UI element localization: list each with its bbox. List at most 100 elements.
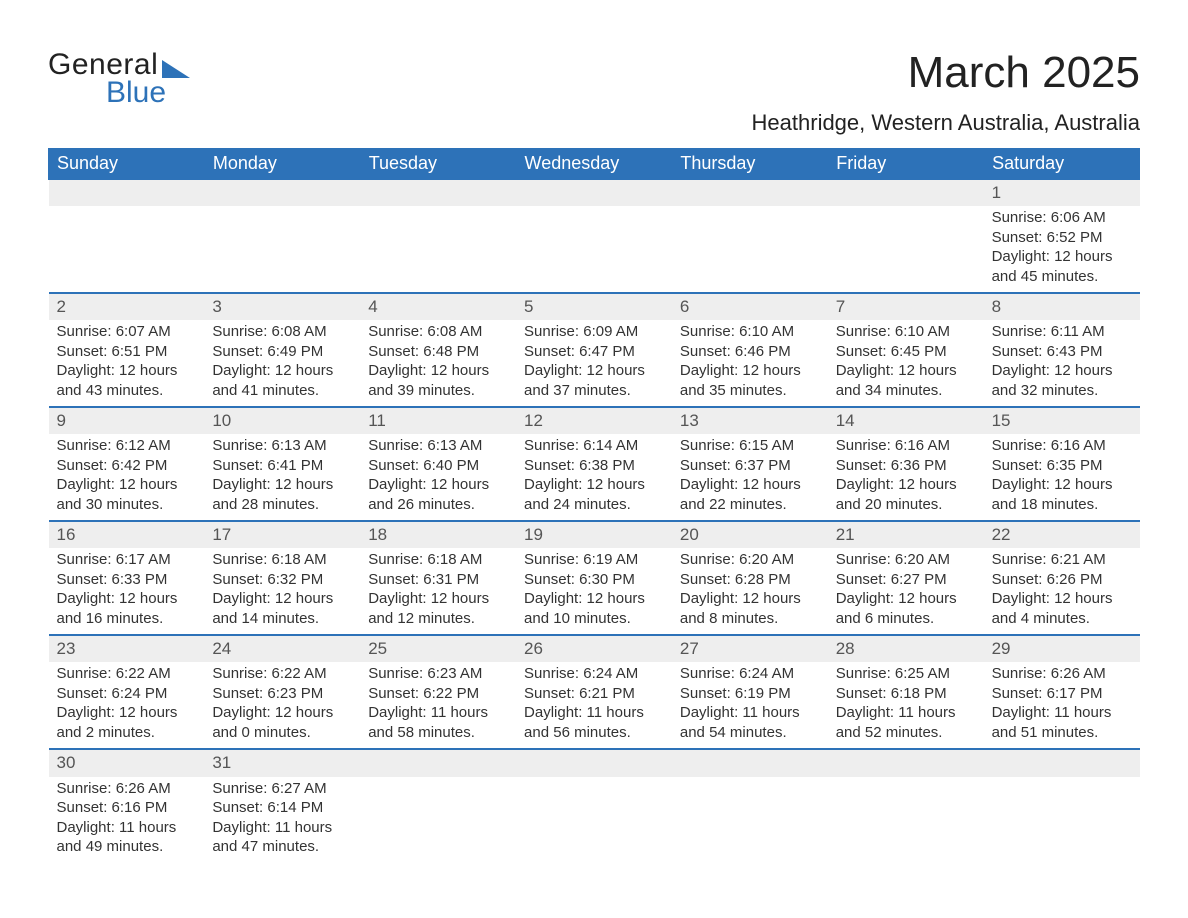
- daylight-text-1: Daylight: 11 hours: [992, 703, 1132, 723]
- sunset-text: Sunset: 6:21 PM: [524, 684, 664, 704]
- sunset-text: Sunset: 6:47 PM: [524, 342, 664, 362]
- day-data-cell: Sunrise: 6:22 AMSunset: 6:23 PMDaylight:…: [204, 662, 360, 749]
- sunrise-text: Sunrise: 6:08 AM: [212, 322, 352, 342]
- sunset-text: Sunset: 6:49 PM: [212, 342, 352, 362]
- day-number-cell: 15: [984, 407, 1140, 434]
- sunrise-text: Sunrise: 6:22 AM: [57, 664, 197, 684]
- sunrise-text: Sunrise: 6:09 AM: [524, 322, 664, 342]
- sunrise-text: Sunrise: 6:21 AM: [992, 550, 1132, 570]
- month-title: March 2025: [752, 48, 1140, 98]
- day-number-cell: 18: [360, 521, 516, 548]
- daylight-text-2: and 39 minutes.: [368, 381, 508, 401]
- daylight-text-2: and 28 minutes.: [212, 495, 352, 515]
- day-data-cell: [49, 206, 205, 293]
- day-number-cell: 12: [516, 407, 672, 434]
- sunset-text: Sunset: 6:14 PM: [212, 798, 352, 818]
- day-number-cell: 16: [49, 521, 205, 548]
- day-data-cell: Sunrise: 6:24 AMSunset: 6:21 PMDaylight:…: [516, 662, 672, 749]
- day-data-cell: Sunrise: 6:26 AMSunset: 6:16 PMDaylight:…: [49, 777, 205, 863]
- day-data-cell: Sunrise: 6:08 AMSunset: 6:48 PMDaylight:…: [360, 320, 516, 407]
- day-header: Tuesday: [360, 149, 516, 180]
- day-data-cell: [360, 206, 516, 293]
- daylight-text-2: and 18 minutes.: [992, 495, 1132, 515]
- day-header: Thursday: [672, 149, 828, 180]
- day-data-cell: [828, 777, 984, 863]
- day-data-row: Sunrise: 6:26 AMSunset: 6:16 PMDaylight:…: [49, 777, 1140, 863]
- sunset-text: Sunset: 6:24 PM: [57, 684, 197, 704]
- day-number-cell: [360, 179, 516, 206]
- sunset-text: Sunset: 6:16 PM: [57, 798, 197, 818]
- day-data-cell: Sunrise: 6:26 AMSunset: 6:17 PMDaylight:…: [984, 662, 1140, 749]
- day-number-cell: 20: [672, 521, 828, 548]
- sunset-text: Sunset: 6:22 PM: [368, 684, 508, 704]
- header: General Blue March 2025 Heathridge, West…: [48, 48, 1140, 136]
- daynum-row: 2345678: [49, 293, 1140, 320]
- daylight-text-1: Daylight: 12 hours: [368, 361, 508, 381]
- daynum-row: 3031: [49, 749, 1140, 776]
- sunset-text: Sunset: 6:19 PM: [680, 684, 820, 704]
- daylight-text-1: Daylight: 12 hours: [57, 361, 197, 381]
- sunrise-text: Sunrise: 6:20 AM: [680, 550, 820, 570]
- day-data-cell: Sunrise: 6:17 AMSunset: 6:33 PMDaylight:…: [49, 548, 205, 635]
- day-number-cell: [204, 179, 360, 206]
- day-data-cell: Sunrise: 6:09 AMSunset: 6:47 PMDaylight:…: [516, 320, 672, 407]
- daylight-text-1: Daylight: 11 hours: [212, 818, 352, 838]
- location: Heathridge, Western Australia, Australia: [752, 110, 1140, 136]
- day-data-cell: Sunrise: 6:06 AMSunset: 6:52 PMDaylight:…: [984, 206, 1140, 293]
- day-number-cell: 2: [49, 293, 205, 320]
- day-data-row: Sunrise: 6:22 AMSunset: 6:24 PM Daylight:…: [49, 662, 1140, 749]
- day-number-cell: [672, 749, 828, 776]
- daylight-text-2: and 24 minutes.: [524, 495, 664, 515]
- day-number-cell: [828, 749, 984, 776]
- day-number-cell: 17: [204, 521, 360, 548]
- day-number-cell: [672, 179, 828, 206]
- daylight-text-1: Daylight: 12 hours: [524, 361, 664, 381]
- sunset-text: Sunset: 6:26 PM: [992, 570, 1132, 590]
- daylight-text-2: and 41 minutes.: [212, 381, 352, 401]
- sunrise-text: Sunrise: 6:07 AM: [57, 322, 197, 342]
- daylight-text-2: and 6 minutes.: [836, 609, 976, 629]
- day-number-cell: 23: [49, 635, 205, 662]
- daylight-text-2: and 34 minutes.: [836, 381, 976, 401]
- daylight-text-1: Daylight: 11 hours: [836, 703, 976, 723]
- daylight-text-1: Daylight: 12 hours: [992, 361, 1132, 381]
- day-number-cell: 8: [984, 293, 1140, 320]
- daylight-text-1: Daylight: 12 hours: [212, 361, 352, 381]
- daylight-text-1: Daylight: 12 hours: [524, 475, 664, 495]
- sunrise-text: Sunrise: 6:17 AM: [57, 550, 197, 570]
- day-data-cell: [672, 206, 828, 293]
- day-number-cell: 3: [204, 293, 360, 320]
- day-data-cell: [360, 777, 516, 863]
- sunrise-text: Sunrise: 6:10 AM: [836, 322, 976, 342]
- sunset-text: Sunset: 6:48 PM: [368, 342, 508, 362]
- daylight-text-2: and 14 minutes.: [212, 609, 352, 629]
- day-number-cell: [828, 179, 984, 206]
- daylight-text-2: and 32 minutes.: [992, 381, 1132, 401]
- sunset-text: Sunset: 6:36 PM: [836, 456, 976, 476]
- daynum-row: 1: [49, 179, 1140, 206]
- sunset-text: Sunset: 6:37 PM: [680, 456, 820, 476]
- day-data-cell: [516, 206, 672, 293]
- daylight-text-1: Daylight: 12 hours: [212, 589, 352, 609]
- daylight-text-2: and 49 minutes.: [57, 837, 197, 857]
- sunset-text: Sunset: 6:23 PM: [212, 684, 352, 704]
- sunrise-text: Sunrise: 6:16 AM: [992, 436, 1132, 456]
- daylight-text-1: Daylight: 12 hours: [680, 475, 820, 495]
- day-data-row: Sunrise: 6:17 AMSunset: 6:33 PMDaylight:…: [49, 548, 1140, 635]
- sunset-text: Sunset: 6:42 PM: [57, 456, 197, 476]
- sunrise-text: Sunrise: 6:18 AM: [368, 550, 508, 570]
- sunrise-text: Sunrise: 6:18 AM: [212, 550, 352, 570]
- sunrise-text: Sunrise: 6:26 AM: [992, 664, 1132, 684]
- day-number-cell: 5: [516, 293, 672, 320]
- daynum-row: 16171819202122: [49, 521, 1140, 548]
- sunset-text: Sunset: 6:18 PM: [836, 684, 976, 704]
- day-data-row: Sunrise: 6:07 AMSunset: 6:51 PMDaylight:…: [49, 320, 1140, 407]
- daylight-text-1: Daylight: 12 hours: [212, 703, 352, 723]
- day-number-cell: [516, 179, 672, 206]
- day-data-row: Sunrise: 6:12 AMSunset: 6:42 PMDaylight:…: [49, 434, 1140, 521]
- daylight-text-2: and 8 minutes.: [680, 609, 820, 629]
- day-data-cell: Sunrise: 6:18 AMSunset: 6:31 PMDaylight:…: [360, 548, 516, 635]
- sunset-text: Sunset: 6:41 PM: [212, 456, 352, 476]
- day-number-cell: 19: [516, 521, 672, 548]
- daylight-text-2: and 20 minutes.: [836, 495, 976, 515]
